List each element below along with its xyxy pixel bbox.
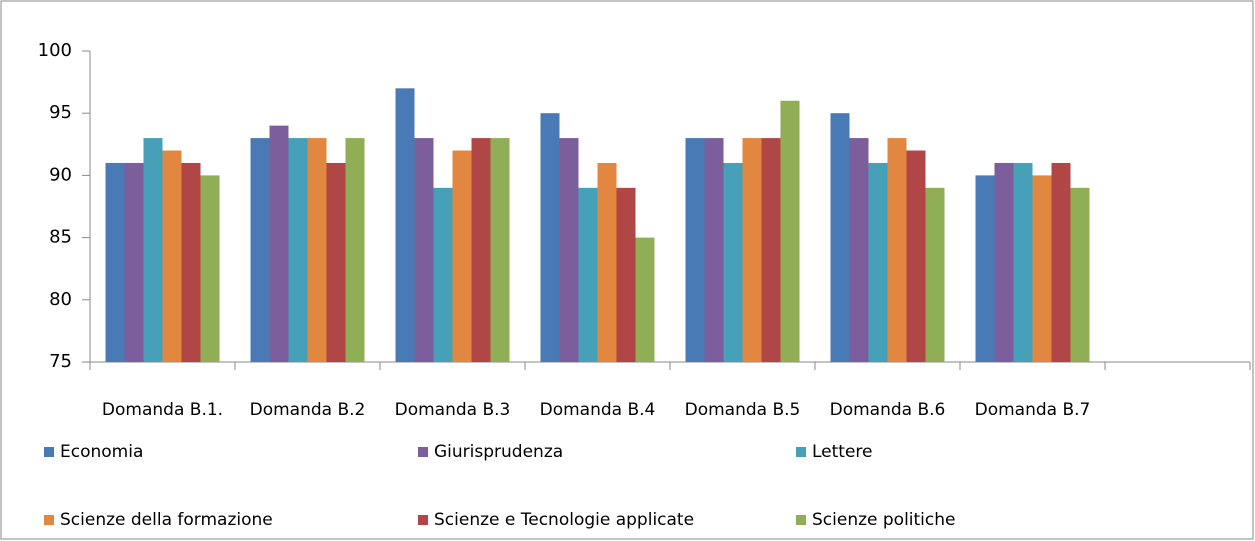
legend-swatch <box>796 515 806 525</box>
legend-swatch <box>418 515 428 525</box>
bar <box>994 162 1014 362</box>
bar <box>162 150 182 362</box>
bar <box>200 175 220 362</box>
bar <box>395 88 415 362</box>
y-tick-label: 100 <box>38 40 72 61</box>
x-tick-label: Domanda B.4 <box>540 400 656 420</box>
y-tick-label: 80 <box>49 289 72 310</box>
y-tick-label: 95 <box>49 102 72 123</box>
x-tick-label: Domanda B.7 <box>975 400 1091 420</box>
legend-label: Scienze della formazione <box>60 510 273 530</box>
y-tick-label: 90 <box>49 164 72 185</box>
bar <box>307 138 327 362</box>
bar <box>326 162 346 362</box>
bar <box>868 162 888 362</box>
bar <box>597 162 617 362</box>
bar <box>345 138 365 362</box>
bar <box>685 138 705 362</box>
x-tick-label: Domanda B.5 <box>685 400 801 420</box>
bar <box>616 187 636 362</box>
bar <box>452 150 472 362</box>
bar <box>1032 175 1052 362</box>
bar <box>925 187 945 362</box>
bar <box>540 113 560 362</box>
bar <box>269 125 289 362</box>
bar <box>975 175 995 362</box>
bar <box>105 162 125 362</box>
x-tick-label: Domanda B.1. <box>102 400 223 420</box>
legend-label: Scienze politiche <box>812 510 956 530</box>
bar <box>1051 162 1071 362</box>
bar <box>1070 187 1090 362</box>
y-tick-label: 85 <box>49 227 72 248</box>
bar <box>723 162 743 362</box>
bar <box>830 113 850 362</box>
bar <box>181 162 201 362</box>
legend-label: Economia <box>60 442 143 462</box>
bar <box>849 138 869 362</box>
bar <box>887 138 907 362</box>
bar <box>742 138 762 362</box>
bar <box>906 150 926 362</box>
x-tick-label: Domanda B.6 <box>830 400 946 420</box>
bar <box>635 237 655 362</box>
x-tick-label: Domanda B.2 <box>250 400 366 420</box>
legend-swatch <box>418 447 428 457</box>
legend-label: Lettere <box>812 442 873 462</box>
bar <box>433 187 453 362</box>
bar <box>578 187 598 362</box>
bar <box>1013 162 1033 362</box>
legend-swatch <box>44 515 54 525</box>
y-tick-label: 75 <box>49 351 72 372</box>
bar <box>143 138 163 362</box>
bar <box>780 100 800 362</box>
legend-label: Giurisprudenza <box>434 442 563 462</box>
bar <box>704 138 724 362</box>
legend-swatch <box>796 447 806 457</box>
x-tick-label: Domanda B.3 <box>395 400 511 420</box>
bar <box>414 138 434 362</box>
legend-swatch <box>44 447 54 457</box>
legend-label: Scienze e Tecnologie applicate <box>434 510 694 530</box>
bar <box>761 138 781 362</box>
bar <box>250 138 270 362</box>
bar <box>559 138 579 362</box>
bar <box>471 138 491 362</box>
bar <box>288 138 308 362</box>
bar <box>490 138 510 362</box>
bar <box>124 162 144 362</box>
